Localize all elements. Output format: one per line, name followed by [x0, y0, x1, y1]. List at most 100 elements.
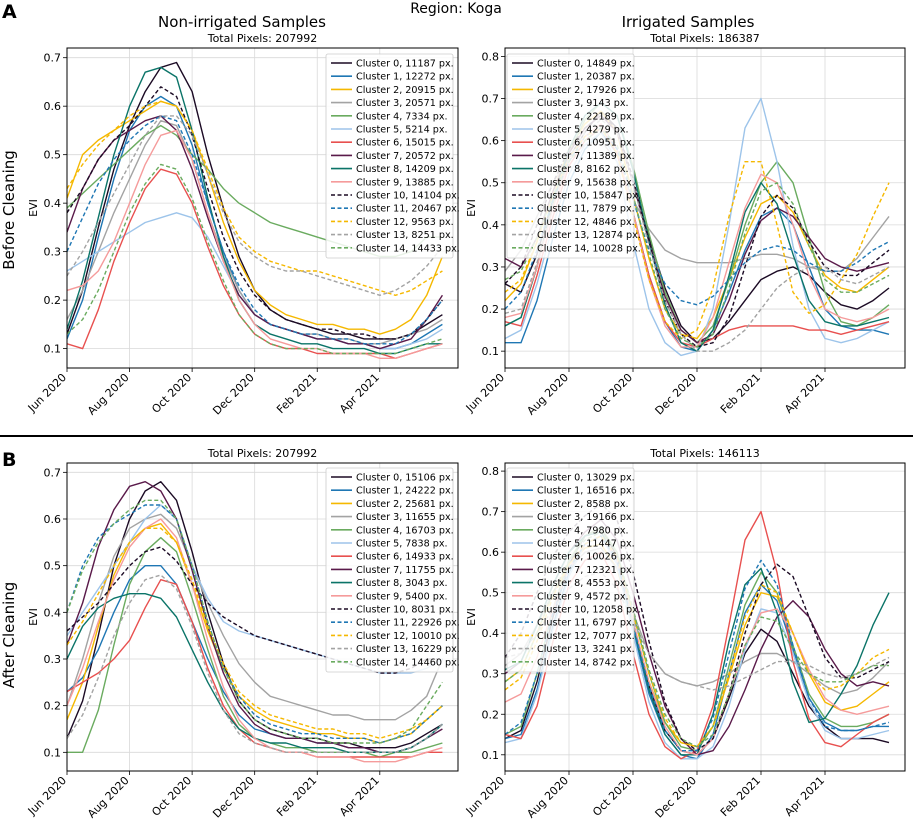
legend-label: Cluster 9, 4572 px.	[537, 591, 629, 602]
series-line	[67, 513, 444, 721]
series-line	[505, 571, 890, 691]
legend-label: Cluster 12, 7077 px.	[537, 631, 635, 642]
legend-box	[506, 467, 635, 673]
legend-box	[506, 53, 635, 259]
legend-label: Cluster 11, 20467 px.	[356, 204, 460, 215]
y-axis-label: EVI	[465, 608, 478, 626]
column-title-non-irrigated: Non-irrigated Samples	[158, 13, 326, 31]
x-tick-label: Oct 2020	[590, 371, 635, 416]
y-tick-label: 0.2	[44, 294, 62, 307]
legend-label: Cluster 11, 22926 px.	[356, 618, 460, 629]
x-tick-label: Dec 2020	[210, 371, 257, 418]
y-axis-label: EVI	[27, 199, 40, 217]
legend-label: Cluster 14, 14460 px.	[356, 657, 460, 668]
y-tick-label: 0.4	[482, 627, 500, 640]
x-tick-label: Oct 2020	[590, 774, 635, 819]
legend-label: Cluster 6, 15015 px.	[356, 138, 454, 149]
x-tick-label: Jun 2020	[463, 371, 507, 415]
legend-label: Cluster 13, 8251 px.	[356, 230, 454, 241]
x-tick-label: Apr 2021	[782, 371, 827, 416]
legend-label: Cluster 4, 22189 px.	[537, 111, 635, 122]
y-tick-label: 0.7	[44, 466, 62, 479]
legend-label: Cluster 7, 12321 px.	[537, 565, 635, 576]
y-tick-label: 0.6	[44, 100, 62, 113]
series-line	[67, 100, 443, 296]
legend-label: Cluster 0, 14849 px.	[537, 59, 635, 70]
legend-label: Cluster 4, 7980 px.	[537, 525, 629, 536]
series-line	[67, 499, 443, 744]
series-lines	[67, 61, 444, 359]
series-line	[67, 574, 443, 753]
x-tick-label: Feb 2021	[718, 371, 763, 416]
legend-label: Cluster 10, 15847 px.	[537, 191, 641, 202]
x-tick-label: Feb 2021	[274, 371, 319, 416]
legend-label: Cluster 3, 20571 px.	[356, 98, 454, 109]
x-tick-label: Aug 2020	[524, 371, 571, 418]
series-lines	[67, 481, 444, 763]
x-tick-label: Feb 2021	[718, 774, 763, 819]
plot-frame	[504, 462, 906, 772]
legend-label: Cluster 1, 16516 px.	[537, 486, 635, 497]
series-line	[505, 127, 890, 310]
x-tick-label: Aug 2020	[85, 774, 132, 821]
plot-frame	[66, 47, 459, 369]
y-axis-label: EVI	[27, 608, 40, 626]
chart-panel-b-irrigated: Total Pixels: 146113 0.1 0.2 0.3 0.4 0.5 0.6 0.…	[463, 447, 906, 821]
y-axis-label: EVI	[465, 199, 478, 217]
legend-label: Cluster 8, 3043 px.	[356, 578, 448, 589]
panel-label-a: A	[2, 1, 17, 23]
legend-label: Cluster 3, 19166 px.	[537, 512, 635, 523]
legend-label: Cluster 8, 14209 px.	[356, 164, 454, 175]
row-label-before-cleaning: Before Cleaning	[0, 150, 18, 270]
y-tick-label: 0.8	[482, 50, 500, 63]
legend-label: Cluster 13, 16229 px.	[356, 644, 460, 655]
legend-label: Cluster 5, 7838 px.	[356, 539, 448, 550]
legend-label: Cluster 4, 16703 px.	[356, 525, 454, 536]
series-line	[67, 115, 443, 345]
legend-label: Cluster 12, 9563 px.	[356, 217, 454, 228]
y-tick-label: 0.1	[44, 746, 62, 759]
legend-box	[325, 467, 454, 673]
x-tick-label: Oct 2020	[149, 371, 194, 416]
legend-label: Cluster 0, 15106 px.	[356, 473, 454, 484]
legend-label: Cluster 1, 12272 px.	[356, 72, 454, 83]
legend-label: Cluster 2, 20915 px.	[356, 85, 454, 96]
legend-label: Cluster 9, 5400 px.	[356, 591, 448, 602]
legend-label: Cluster 5, 4279 px.	[537, 125, 629, 136]
x-tick-label: Dec 2020	[653, 371, 700, 418]
series-line	[67, 115, 443, 296]
chart-panel-a-non-irrigated: Total Pixels: 207992 0.1 0.2 0.3 0.4 0.5 0.6 0.…	[25, 32, 460, 418]
plot-frame	[504, 47, 906, 369]
legend-label: Cluster 14, 14433 px.	[356, 243, 460, 254]
y-tick-label: 0.5	[482, 177, 500, 190]
x-tick-label: Apr 2021	[782, 774, 827, 819]
legend-label: Cluster 2, 25681 px.	[356, 499, 454, 510]
legend-label: Cluster 11, 6797 px.	[537, 618, 635, 629]
legend-label: Cluster 0, 11187 px.	[356, 59, 454, 70]
y-tick-label: 0.1	[482, 749, 500, 762]
plot-frame	[66, 462, 459, 772]
x-tick-label: Jun 2020	[25, 371, 69, 415]
legend-label: Cluster 3, 11655 px.	[356, 512, 454, 523]
y-tick-label: 0.7	[482, 506, 500, 519]
legend-label: Cluster 14, 8742 px.	[537, 657, 635, 668]
y-tick-label: 0.6	[482, 546, 500, 559]
y-tick-label: 0.6	[44, 513, 62, 526]
y-tick-label: 0.4	[44, 197, 62, 210]
y-tick-label: 0.2	[482, 708, 500, 721]
figure-suptitle: Region: Koga	[410, 1, 502, 17]
legend-label: Cluster 6, 10026 px.	[537, 552, 635, 563]
x-tick-label: Jun 2020	[25, 774, 69, 818]
x-tick-label: Feb 2021	[274, 774, 319, 819]
legend-box	[325, 53, 454, 259]
legend-label: Cluster 7, 20572 px.	[356, 151, 454, 162]
legend-label: Cluster 9, 13885 px.	[356, 177, 454, 188]
y-tick-label: 0.5	[44, 149, 62, 162]
x-tick-label: Aug 2020	[524, 774, 571, 821]
series-line	[67, 504, 443, 744]
x-tick-label: Apr 2021	[337, 371, 382, 416]
legend-label: Cluster 5, 5214 px.	[356, 125, 448, 136]
chart-title: Total Pixels: 207992	[207, 447, 318, 460]
panel-label-b: B	[2, 449, 16, 471]
